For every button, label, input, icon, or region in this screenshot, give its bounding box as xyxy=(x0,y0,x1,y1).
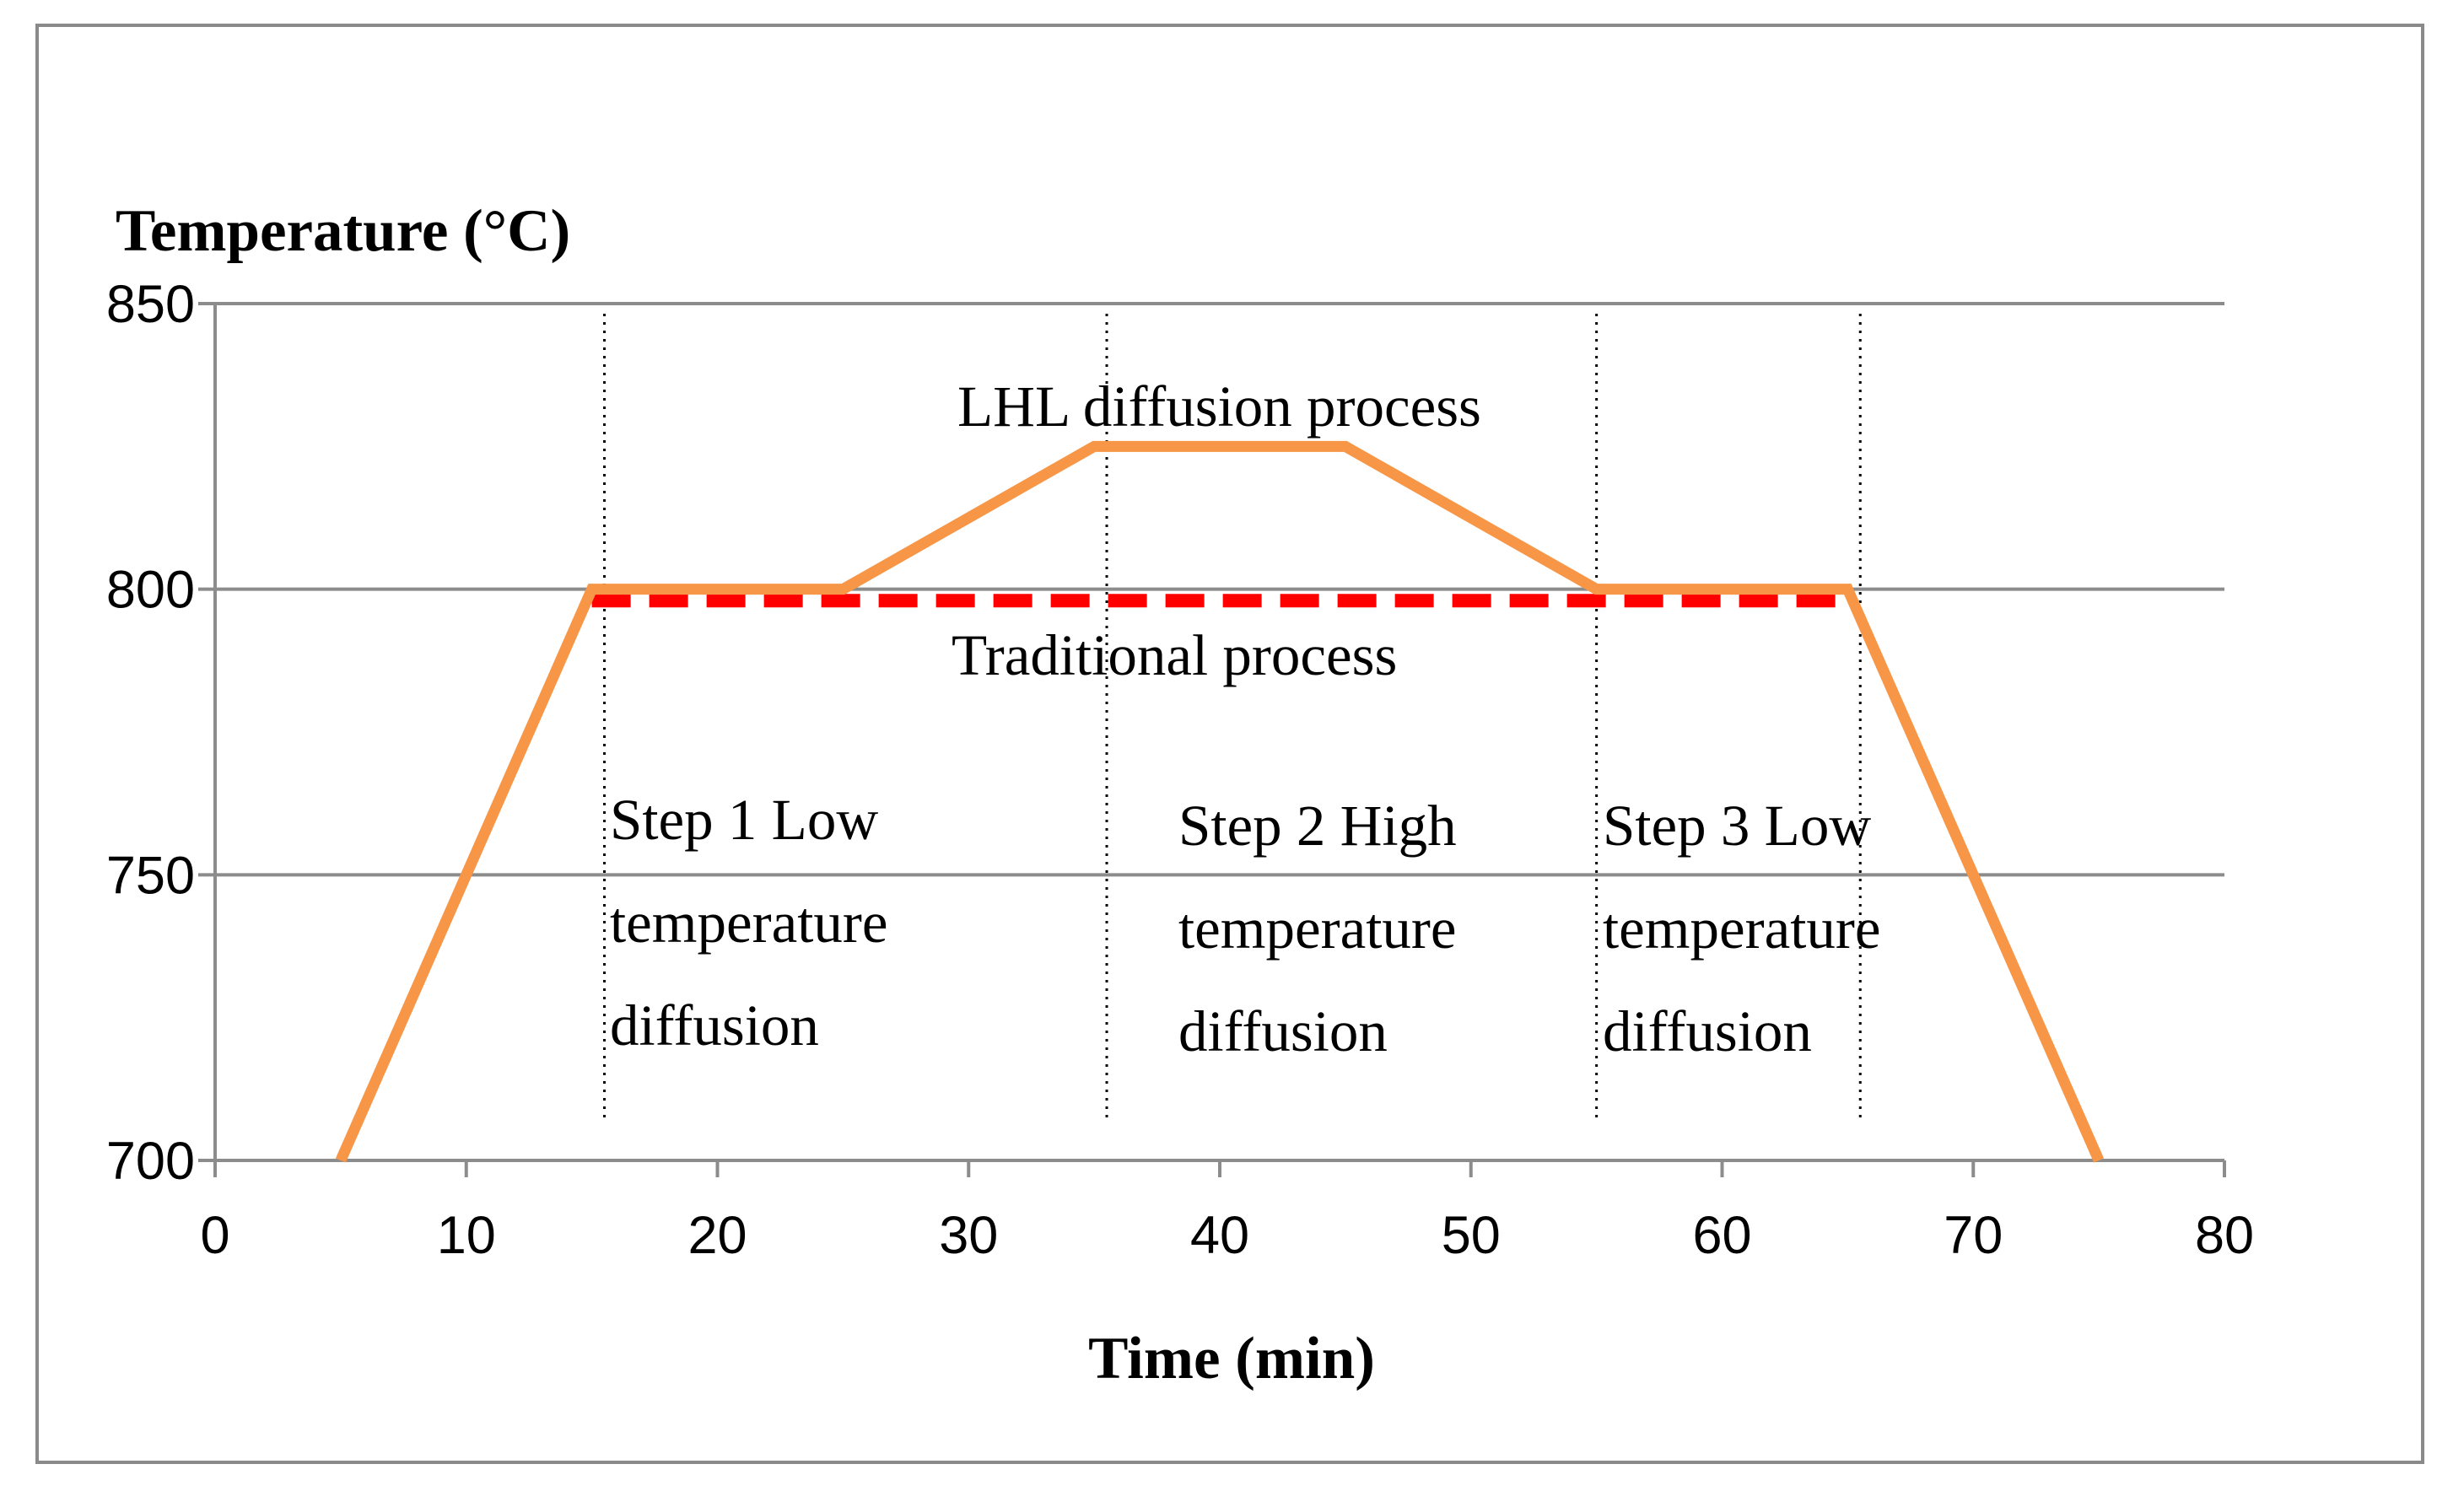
series-line-lhl-diffusion-process xyxy=(335,440,2105,1163)
x-tick-label-80: 80 xyxy=(2195,1206,2254,1265)
chart-frame xyxy=(35,24,2424,1464)
step2-label-line3: diffusion xyxy=(1178,999,1388,1063)
y-tick-label-800: 800 xyxy=(106,561,195,620)
x-tick-label-20: 20 xyxy=(687,1206,747,1265)
step1-label-line3: diffusion xyxy=(610,993,819,1058)
x-tick-label-40: 40 xyxy=(1190,1206,1249,1265)
traditional-series-label: Traditional process xyxy=(952,623,1397,687)
step3-label-line1: Step 3 Low xyxy=(1603,794,1871,858)
y-axis-title: Temperature (°C) xyxy=(116,198,570,264)
x-tick-label-30: 30 xyxy=(939,1206,998,1265)
x-tick-label-0: 0 xyxy=(200,1206,229,1265)
step3-label-line2: temperature xyxy=(1603,896,1880,961)
step3-label-line3: diffusion xyxy=(1603,999,1812,1063)
x-tick-label-60: 60 xyxy=(1692,1206,1751,1265)
x-tick-label-70: 70 xyxy=(1944,1206,2003,1265)
y-tick-label-750: 750 xyxy=(106,846,195,905)
lhl-series-label: LHL diffusion process xyxy=(957,374,1481,439)
x-tick-label-50: 50 xyxy=(1442,1206,1501,1265)
y-tick-label-700: 700 xyxy=(106,1132,195,1191)
x-axis-title: Time (min) xyxy=(1088,1326,1375,1391)
step1-label-line1: Step 1 Low xyxy=(610,788,878,852)
step2-label-line1: Step 2 High xyxy=(1178,794,1457,858)
step1-label-line2: temperature xyxy=(610,891,887,955)
step2-label-line2: temperature xyxy=(1178,896,1456,961)
x-tick-label-10: 10 xyxy=(437,1206,496,1265)
y-tick-label-850: 850 xyxy=(106,275,195,334)
